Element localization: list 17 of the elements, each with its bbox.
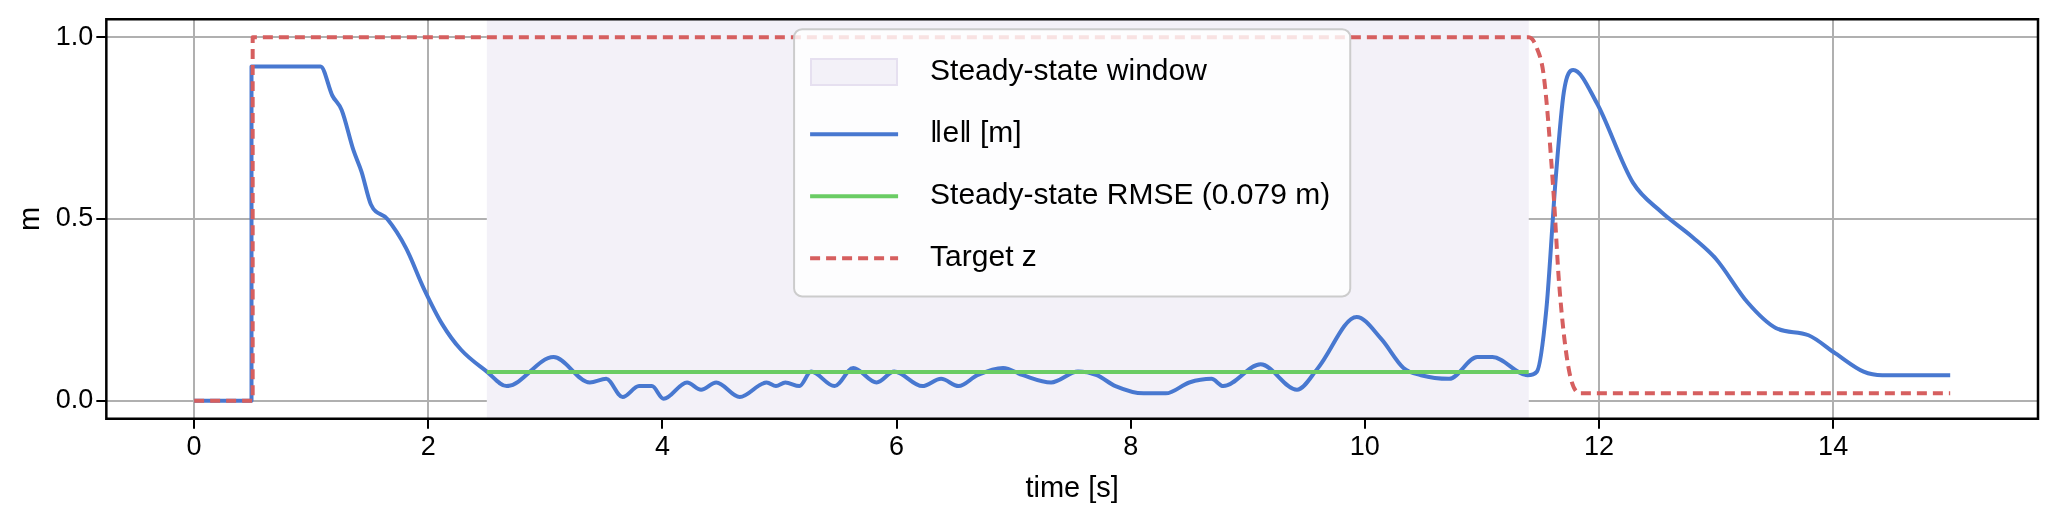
y-tick-label: 0.0 [55, 384, 94, 415]
x-tick-label: 2 [420, 431, 436, 462]
x-tick-label: 4 [654, 431, 670, 462]
x-tick-label: 14 [1818, 431, 1849, 462]
x-tick-label: 8 [1123, 431, 1139, 462]
x-tick-label: 12 [1583, 431, 1615, 462]
band-label: Steady-state window [930, 53, 1208, 87]
y-axis-title: m [13, 206, 46, 232]
x-tick-label: 0 [186, 431, 202, 462]
x-axis-title: time [s] [1025, 470, 1119, 503]
x-tick-label: 10 [1349, 431, 1380, 462]
y-tick-label: 0.5 [55, 202, 94, 233]
legend-label: Target z [930, 239, 1037, 273]
y-tick-label: 1.0 [55, 20, 94, 51]
legend-label: Steady-state RMSE (0.079 m) [930, 177, 1331, 211]
x-tick-label: 6 [889, 431, 905, 462]
legend-label: ‖e‖ [m] [930, 115, 1022, 149]
